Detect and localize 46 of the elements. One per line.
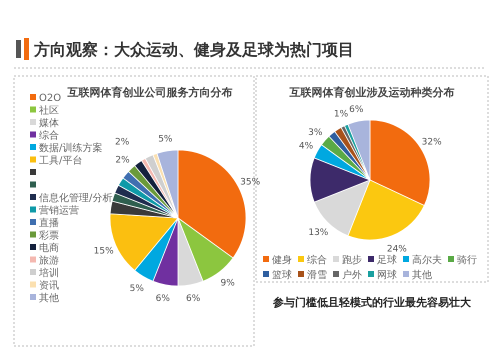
legend-label: 媒体: [39, 117, 59, 129]
data-label: 5%: [130, 284, 144, 294]
data-label: 2%: [115, 155, 130, 166]
legend-label: 网球: [377, 269, 397, 281]
data-label: 9%: [220, 278, 236, 289]
legend-label: 高尔夫: [412, 254, 442, 266]
legend-label: 社区: [39, 104, 59, 116]
legend-label: 数据/训练方案: [39, 142, 102, 154]
legend-label: O2O: [39, 93, 62, 104]
legend-label: 足球: [377, 254, 397, 266]
legend-label: 营销运营: [39, 204, 79, 216]
legend-label: 彩票: [39, 230, 59, 242]
data-label: 6%: [156, 294, 170, 304]
legend-label: 信息化管理/分析: [39, 192, 112, 204]
legend-label: 骑行: [457, 255, 477, 266]
data-label: 32%: [422, 137, 442, 148]
legend-label: 其他: [39, 292, 59, 304]
data-label: 1%: [334, 110, 349, 120]
chart-title: 方向观察：大众运动、健身及足球为热门项目: [33, 40, 354, 59]
legend-label: 培训: [38, 267, 59, 279]
legend-label: 电商: [39, 242, 59, 254]
legend-label: 跑步: [342, 254, 362, 266]
chart-title: 互联网体育创业涉及运动种类分布: [288, 86, 454, 99]
legend-label: 综合: [307, 254, 327, 266]
legend-label: 篮球: [272, 269, 292, 281]
data-label: 6%: [349, 104, 364, 115]
data-label: 3%: [308, 128, 323, 138]
legend-label: 户外: [342, 269, 362, 281]
data-label: 2%: [115, 138, 130, 148]
legend-label: 综合: [39, 130, 59, 142]
data-label: 24%: [386, 244, 408, 254]
text: 参与门槛低且轻模式的行业最先容易壮大: [272, 296, 472, 309]
legend-label: 旅游: [39, 254, 59, 266]
data-label: 6%: [186, 294, 201, 304]
data-label: 4%: [298, 141, 314, 152]
text: 互联网体育创业公司服务方向分布: [66, 86, 232, 99]
data-label: 5%: [158, 134, 173, 144]
data-label: 15%: [94, 246, 114, 257]
legend-label: 滑雪: [307, 269, 327, 281]
legend-label: 健身: [272, 254, 292, 266]
legend-label: 工具/平台: [39, 154, 82, 166]
data-label: 13%: [308, 228, 329, 238]
legend-label: 其他: [412, 269, 432, 281]
legend-label: 资讯: [39, 280, 59, 292]
legend-label: 直播: [39, 217, 59, 229]
data-label: 35%: [240, 178, 261, 188]
